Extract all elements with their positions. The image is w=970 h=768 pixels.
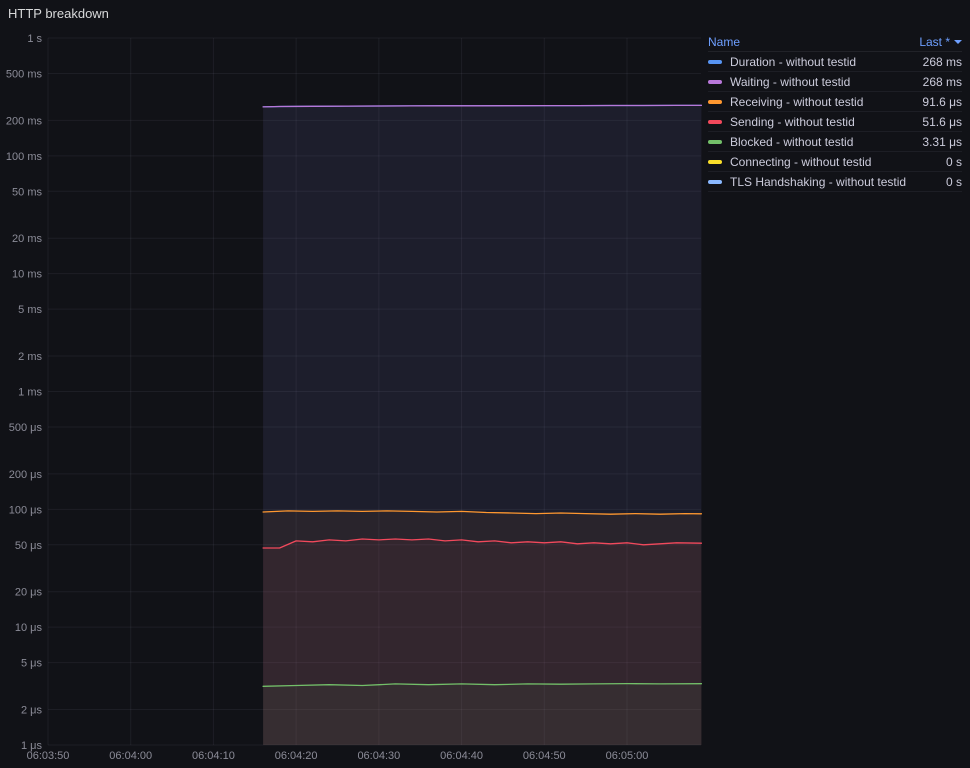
legend-item[interactable]: Waiting - without testid 268 ms: [708, 72, 962, 92]
legend-item[interactable]: Duration - without testid 268 ms: [708, 52, 962, 72]
series-fill-receiving: [263, 510, 702, 745]
series-line-receiving: [262, 510, 703, 515]
series-color-marker-icon: [708, 159, 722, 164]
x-tick-label: 06:04:00: [109, 750, 152, 762]
y-tick-label: 200 ms: [6, 115, 43, 127]
x-tick-label: 06:04:20: [275, 750, 318, 762]
y-tick-label: 50 μs: [15, 540, 43, 552]
y-tick-label: 1 s: [27, 33, 42, 45]
series-fill-waiting: [263, 105, 702, 745]
x-tick-label: 06:04:40: [440, 750, 483, 762]
y-tick-label: 5 ms: [18, 304, 42, 316]
legend-item[interactable]: TLS Handshaking - without testid 0 s: [708, 172, 962, 192]
legend-item-label: Waiting - without testid: [730, 74, 851, 89]
x-tick-label: 06:05:00: [606, 750, 649, 762]
legend-item-label: Blocked - without testid: [730, 134, 854, 149]
series-fill-sending: [263, 539, 702, 745]
series-line-sending: [262, 538, 703, 549]
y-tick-label: 5 μs: [21, 658, 43, 670]
series-color-marker-icon: [708, 59, 722, 64]
y-tick-label: 1 ms: [18, 387, 42, 399]
legend-item-value: 51.6 μs: [922, 114, 962, 129]
series-color-marker-icon: [708, 79, 722, 84]
y-tick-label: 2 μs: [21, 705, 43, 717]
legend-header-name[interactable]: Name: [708, 35, 741, 49]
y-tick-label: 100 ms: [6, 151, 43, 163]
legend-item-label: Duration - without testid: [730, 54, 857, 69]
y-tick-label: 10 ms: [12, 269, 42, 281]
legend-header: Name Last *: [708, 33, 962, 52]
y-tick-label: 500 μs: [9, 422, 43, 434]
legend-item[interactable]: Connecting - without testid 0 s: [708, 152, 962, 172]
y-tick-label: 10 μs: [15, 622, 43, 634]
legend-rows: Duration - without testid 268 ms Waiting -…: [708, 52, 962, 192]
legend-item-label: Sending - without testid: [730, 114, 855, 129]
x-tick-label: 06:04:10: [192, 750, 235, 762]
y-tick-label: 200 μs: [9, 469, 43, 481]
y-tick-label: 1 μs: [21, 740, 43, 752]
legend-table: Name Last * Duration - without testid 268…: [708, 33, 962, 192]
x-tick-label: 06:04:50: [523, 750, 566, 762]
y-tick-label: 50 ms: [12, 186, 42, 198]
legend-item[interactable]: Sending - without testid 51.6 μs: [708, 112, 962, 132]
legend-item-value: 3.31 μs: [922, 134, 962, 149]
legend-item-value: 268 ms: [922, 54, 962, 69]
legend-item-label: Receiving - without testid: [730, 94, 864, 109]
panel-title[interactable]: HTTP breakdown: [8, 6, 109, 21]
legend-header-last[interactable]: Last *: [919, 35, 962, 49]
series-color-marker-icon: [708, 139, 722, 144]
y-tick-label: 2 ms: [18, 351, 42, 363]
y-tick-label: 100 μs: [9, 504, 43, 516]
legend-item-label: TLS Handshaking - without testid: [730, 174, 907, 189]
legend-header-last-label: Last *: [919, 35, 950, 49]
series-color-marker-icon: [708, 119, 722, 124]
sort-desc-caret-icon: [954, 40, 962, 44]
legend-item-label: Connecting - without testid: [730, 154, 872, 169]
legend-item[interactable]: Blocked - without testid 3.31 μs: [708, 132, 962, 152]
y-tick-label: 20 μs: [15, 587, 43, 599]
legend-item-value: 0 s: [945, 154, 962, 169]
series-fill-duration: [263, 105, 702, 745]
legend-item-value: 268 ms: [922, 74, 962, 89]
y-tick-label: 500 ms: [6, 68, 43, 80]
legend-item[interactable]: Receiving - without testid 91.6 μs: [708, 92, 962, 112]
series-line-waiting: [262, 104, 703, 108]
legend-item-value: 0 s: [945, 174, 962, 189]
series-line-blocked: [262, 682, 703, 687]
x-tick-label: 06:04:30: [357, 750, 400, 762]
series-fill-blocked: [263, 683, 702, 745]
series-color-marker-icon: [708, 99, 722, 104]
legend-item-value: 91.6 μs: [922, 94, 962, 109]
x-tick-label: 06:03:50: [27, 750, 70, 762]
series-color-marker-icon: [708, 179, 722, 184]
y-tick-label: 20 ms: [12, 233, 42, 245]
